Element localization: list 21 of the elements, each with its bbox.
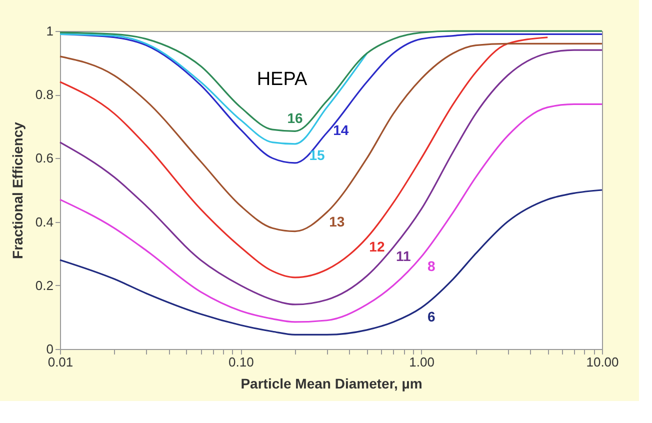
series-label: 15 [309, 146, 326, 163]
y-tick-label: 1 [46, 24, 54, 38]
x-tick-label: 0.10 [228, 354, 254, 370]
series-label: 14 [333, 122, 349, 138]
series-label: 13 [329, 213, 345, 230]
series-label: 12 [369, 238, 385, 255]
x-tick-label: 0.01 [48, 354, 74, 370]
x-tick-label: 10.00 [586, 354, 619, 370]
y-tick-label: 0 [46, 342, 54, 356]
y-tick-label: 0.8 [35, 87, 54, 102]
series-label: 8 [427, 258, 436, 274]
annotation: HEPA [256, 69, 308, 90]
y-axis-title: Fractional Efficiency [9, 122, 26, 259]
y-tick-label: 0.6 [35, 150, 54, 166]
x-axis-title: Particle Mean Diameter, µm [240, 376, 422, 392]
series-label: 16 [287, 110, 304, 126]
x-tick-label: 1.00 [409, 354, 434, 370]
series-label: 11 [396, 248, 411, 264]
y-tick-label: 0.2 [35, 278, 54, 293]
y-tick-label: 0.4 [35, 214, 54, 230]
series-label: 6 [427, 308, 436, 325]
